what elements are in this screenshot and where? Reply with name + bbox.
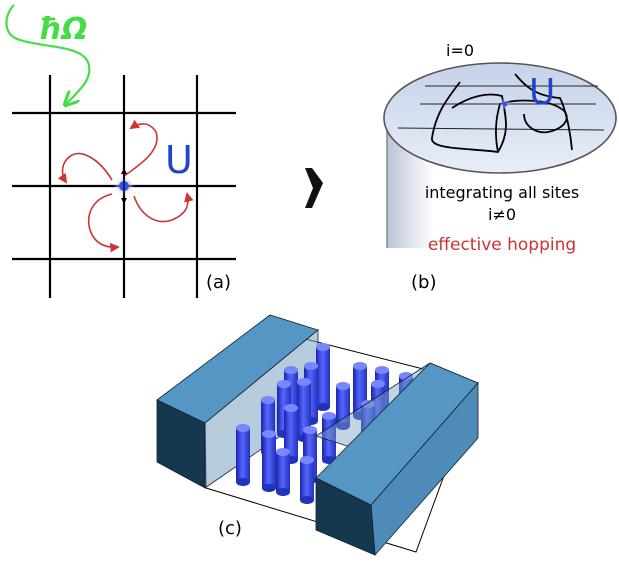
- panel-a: ħΩ U (a): [5, 4, 236, 298]
- pillar: [276, 448, 290, 496]
- panel-a-label: (a): [206, 272, 231, 293]
- central-site-icon: [113, 168, 135, 204]
- panel-b: U i=0 integrating all sites i≠0 effectiv…: [383, 41, 617, 293]
- pillar: [262, 430, 276, 492]
- hop-arrow-up: [123, 119, 158, 177]
- right-arrow-icon: [305, 168, 323, 208]
- pillar: [316, 343, 330, 411]
- panel-c-label: (c): [218, 518, 242, 539]
- panel-c: (c): [156, 314, 479, 556]
- disc-interaction-label: U: [529, 72, 555, 113]
- interaction-label: U: [165, 138, 193, 182]
- hopping-text: effective hopping: [428, 235, 576, 255]
- hop-arrow-left: [57, 152, 113, 184]
- hop-arrow-down: [88, 193, 120, 253]
- site-label: i=0: [446, 41, 474, 60]
- pillar: [300, 456, 314, 504]
- right-block: [315, 362, 479, 556]
- pillar: [236, 424, 250, 486]
- photon-wave: [5, 4, 91, 104]
- integrating-text: integrating all sites: [425, 183, 579, 202]
- photon-label: ħΩ: [38, 12, 87, 47]
- disc-site-icon: [499, 98, 511, 110]
- site-disc: [383, 62, 617, 174]
- hop-arrow-right: [133, 192, 194, 223]
- hopping-paths: [431, 73, 573, 153]
- hopping-arrows: [57, 119, 194, 253]
- pillar: [297, 378, 311, 442]
- excluded-site-text: i≠0: [488, 205, 516, 224]
- panel-b-label: (b): [411, 272, 436, 293]
